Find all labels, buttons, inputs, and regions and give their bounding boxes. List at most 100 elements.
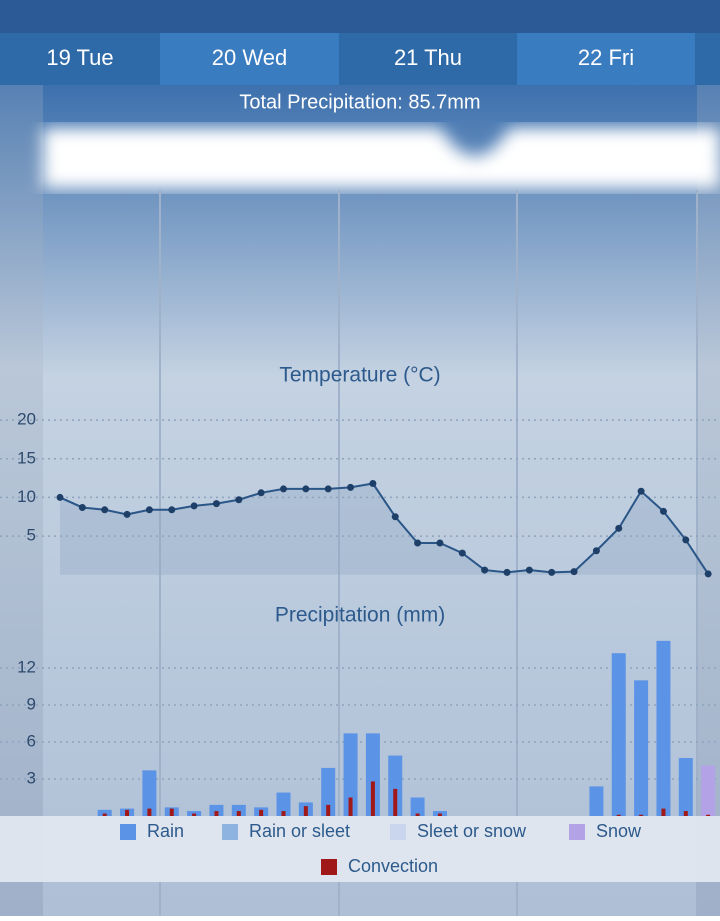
legend-label: Convection (348, 856, 438, 876)
total-precipitation: Total Precipitation: 85.7mm (239, 91, 480, 113)
y-tick-label: 15 (17, 448, 36, 467)
tab-bg (695, 33, 720, 85)
precip-bar (678, 758, 693, 816)
tab[interactable]: 20 Wed (212, 45, 287, 70)
cloud (43, 128, 720, 188)
legend-label: Sleet or snow (417, 821, 527, 841)
y-tick-label: 12 (17, 657, 36, 676)
tab-bg (339, 33, 517, 85)
temperature-point (659, 507, 667, 515)
precip-bar (321, 767, 336, 816)
legend-label: Rain or sleet (249, 821, 350, 841)
precip-bar (589, 786, 604, 816)
convection-bar (616, 814, 621, 816)
precip-bar (231, 804, 246, 816)
legend-swatch (222, 824, 238, 840)
convection-bar (348, 797, 353, 816)
precip-bar (611, 653, 626, 816)
convection-bar (706, 814, 711, 816)
temperature-point (682, 536, 690, 544)
temperature-point (414, 539, 422, 547)
precip-bar (634, 680, 649, 816)
convection-bar (214, 811, 219, 816)
legend-swatch (120, 824, 136, 840)
precip-bar (388, 755, 403, 816)
precip-bar (701, 765, 716, 816)
temperature-point (548, 568, 556, 576)
temperature-point (56, 493, 64, 501)
tab-bg (0, 33, 160, 85)
convection-bar (102, 813, 107, 816)
temperature-point (280, 485, 287, 493)
temperature-point (145, 506, 153, 514)
temperature-point (324, 485, 332, 493)
legend-label: Snow (596, 821, 642, 841)
convection-bar (393, 788, 398, 816)
temperature-line (59, 482, 709, 575)
legend-label: Rain (147, 821, 184, 841)
tab[interactable]: 19 Tue (46, 45, 113, 70)
temperature-point (481, 566, 489, 574)
temperature-point (347, 483, 355, 491)
convection-bar (326, 804, 331, 816)
temperature-point (458, 549, 466, 557)
convection-bar (125, 809, 130, 816)
temperature-point (78, 503, 86, 511)
temperature-point (123, 510, 131, 518)
convection-bar (639, 814, 644, 816)
tabs: 19 Tue 20 Wed 21 Thu 22 Fri (0, 33, 720, 85)
temperature-point (570, 568, 578, 576)
convection-bar (437, 813, 442, 816)
precip-bar (209, 804, 224, 816)
precip-bar (142, 770, 157, 816)
temperature-point (190, 502, 198, 510)
chart-title: Precipitation (mm) (275, 604, 445, 627)
convection-bar (192, 813, 197, 816)
legend-swatch (390, 824, 406, 840)
y-tick-label: 5 (27, 526, 36, 545)
y-tick-label: 20 (17, 410, 36, 429)
tab[interactable]: 22 Fri (578, 45, 634, 70)
precip-bar (656, 640, 671, 816)
temperature-point (235, 496, 243, 504)
temperature-point (369, 480, 377, 488)
y-tick-label: 10 (17, 487, 36, 506)
temperature-point (615, 524, 623, 532)
tab-bg (160, 33, 339, 85)
y-tick-label: 9 (27, 694, 36, 713)
temperature-point (592, 547, 600, 555)
convection-bar (147, 808, 152, 816)
convection-bar (169, 808, 174, 816)
temperature-point (704, 570, 712, 578)
temperature-point (168, 506, 176, 514)
temperature-point (257, 489, 265, 497)
temperature-point (503, 568, 511, 576)
legend-swatch (569, 824, 585, 840)
y-tick-label: 6 (27, 731, 36, 750)
convection-bar (281, 811, 286, 816)
temperature-point (391, 513, 399, 521)
convection-bar (303, 806, 308, 816)
header (0, 0, 720, 33)
temperature-point (302, 485, 310, 493)
legend-swatch (321, 859, 337, 875)
convection-bar (236, 811, 241, 816)
tab-bg (517, 33, 695, 85)
convection-bar (661, 808, 666, 816)
precip-bar (343, 733, 358, 816)
tab[interactable]: 21 Thu (394, 45, 462, 70)
temperature-point (436, 539, 444, 547)
y-tick-label: 3 (27, 768, 36, 787)
convection-bar (683, 811, 688, 816)
temperature-point (637, 487, 645, 495)
temperature-point (525, 566, 533, 574)
convection-bar (415, 813, 420, 816)
precip-bar (97, 809, 112, 816)
temperature-point (212, 500, 220, 508)
convection-bar (370, 781, 375, 816)
temperature-area (60, 483, 709, 575)
chart-title: Temperature (°C) (279, 364, 440, 387)
precip-bar (410, 797, 425, 816)
